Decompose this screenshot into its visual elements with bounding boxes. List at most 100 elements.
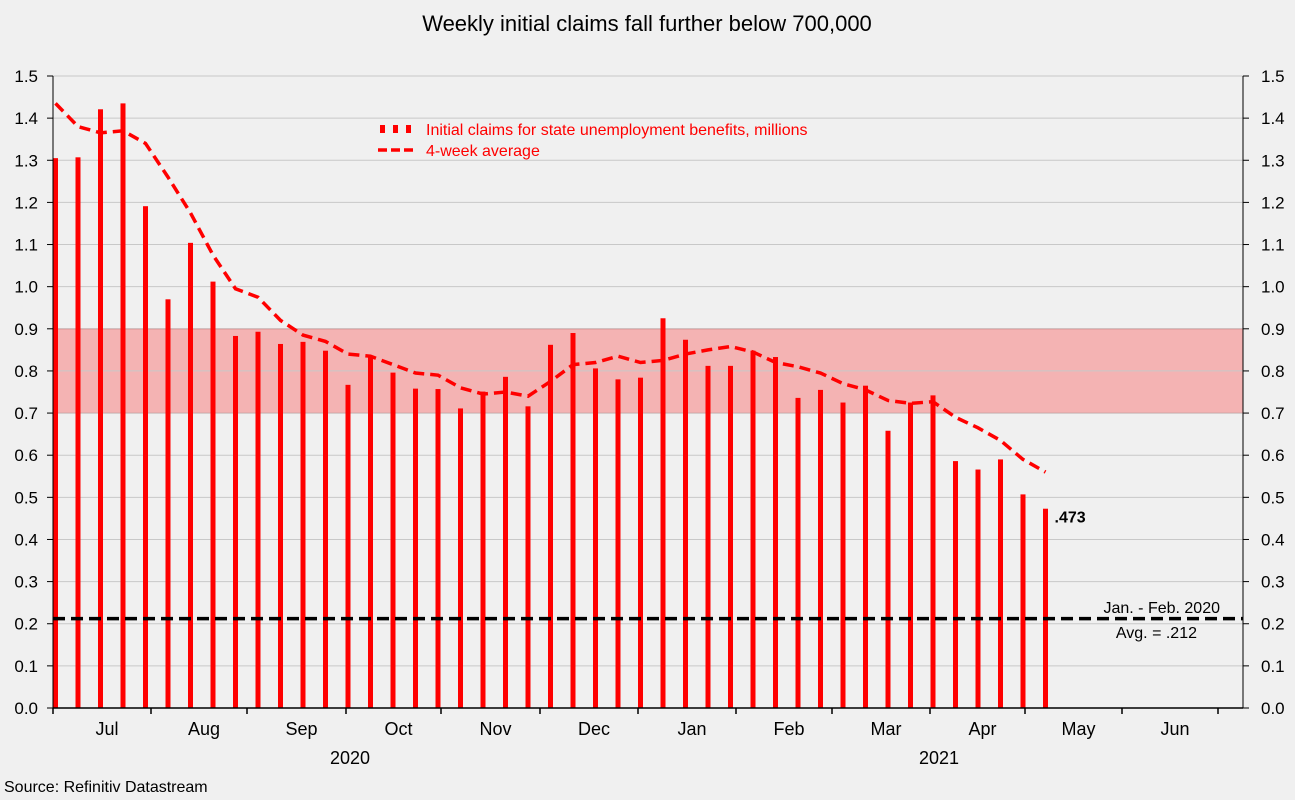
claims-bar <box>413 388 418 708</box>
claims-bar <box>795 397 801 708</box>
claims-bar <box>863 385 868 708</box>
claims-bar <box>885 430 891 708</box>
x-month-label: May <box>1061 719 1095 739</box>
year-label-2021: 2021 <box>919 748 959 768</box>
claims-bar <box>368 355 373 708</box>
gridlines <box>53 75 1243 667</box>
y-tick-label-left: 0.7 <box>14 404 38 423</box>
chart-title: Weekly initial claims fall further below… <box>422 11 872 36</box>
claims-bar <box>390 372 396 708</box>
claims-bar <box>840 402 846 708</box>
y-tick-label-left: 0.5 <box>14 488 38 507</box>
claims-bar <box>480 391 486 708</box>
y-tick-label-right: 1.2 <box>1261 193 1285 212</box>
claims-bar <box>1020 494 1026 708</box>
four-week-average-line <box>54 102 1047 474</box>
y-tick-label-right: 0.0 <box>1261 699 1285 718</box>
y-tick-label-right: 0.9 <box>1261 320 1285 339</box>
y-tick-label-left: 1.4 <box>14 109 38 128</box>
y-tick-labels: 0.0 0.0 0.1 0.1 0.2 0.2 0.3 0.3 0.4 0.4 0.5 0.5 0.6 0… <box>14 67 1284 718</box>
y-tick-label-right: 1.5 <box>1261 67 1285 86</box>
y-tick-label-right: 0.6 <box>1261 446 1285 465</box>
x-month-label: Jul <box>95 719 118 739</box>
claims-bar <box>683 339 688 708</box>
claims-bar <box>975 469 981 708</box>
claims-bar <box>750 350 756 708</box>
axes <box>47 75 1249 714</box>
claims-bar <box>615 379 621 708</box>
claims-bar <box>255 331 261 708</box>
x-month-label: Jun <box>1160 719 1189 739</box>
claims-bar <box>930 395 936 708</box>
x-month-label: Apr <box>968 719 996 739</box>
reference-label-period: Jan. - Feb. 2020 <box>1103 600 1220 617</box>
y-tick-label-left: 0.6 <box>14 446 38 465</box>
claims-bar <box>278 343 283 708</box>
claims-bar <box>908 402 913 708</box>
claims-bar <box>525 406 531 708</box>
y-tick-label-right: 0.4 <box>1261 530 1285 549</box>
y-tick-label-left: 0.3 <box>14 573 38 592</box>
y-tick-label-right: 1.1 <box>1261 236 1285 255</box>
claims-bar <box>75 157 81 709</box>
claims-bar <box>705 365 711 708</box>
claims-bar <box>953 461 958 708</box>
claims-bar <box>143 206 148 708</box>
claims-bar <box>638 377 643 708</box>
claims-bar <box>818 389 823 708</box>
x-month-label: Nov <box>479 719 511 739</box>
y-tick-label-left: 1.2 <box>14 193 38 212</box>
claims-bar <box>233 335 238 708</box>
claims-bar <box>548 344 553 708</box>
last-value-label: .473 <box>1055 510 1086 527</box>
y-tick-label-right: 1.0 <box>1261 278 1285 297</box>
claims-bar <box>120 103 126 709</box>
x-month-label: Jan <box>677 719 706 739</box>
claims-bar <box>165 299 171 708</box>
y-tick-label-right: 0.3 <box>1261 573 1285 592</box>
x-month-label: Mar <box>871 719 902 739</box>
x-month-label: Dec <box>578 719 610 739</box>
claims-bar <box>300 341 306 708</box>
y-tick-label-right: 0.7 <box>1261 404 1285 423</box>
claims-bar <box>998 459 1003 708</box>
x-month-label: Feb <box>773 719 804 739</box>
year-label-2020: 2020 <box>330 748 370 768</box>
y-tick-label-right: 0.5 <box>1261 488 1285 507</box>
y-tick-label-left: 1.1 <box>14 236 38 255</box>
y-tick-label-left: 0.0 <box>14 699 38 718</box>
y-tick-label-left: 0.9 <box>14 320 38 339</box>
claims-bar <box>503 376 508 708</box>
y-tick-label-right: 1.4 <box>1261 109 1285 128</box>
claims-bar <box>660 318 666 708</box>
claims-bar <box>435 389 441 708</box>
y-tick-label-left: 1.3 <box>14 151 38 170</box>
claims-bar <box>773 357 778 708</box>
source-note: Source: Refinitiv Datastream <box>4 779 208 796</box>
claims-bar <box>323 350 328 708</box>
claims-bars <box>53 103 1048 709</box>
claims-bar <box>210 281 216 708</box>
claims-bar <box>188 242 193 708</box>
x-month-label: Oct <box>384 719 412 739</box>
x-month-label: Sep <box>285 719 317 739</box>
y-tick-label-left: 0.1 <box>14 657 38 676</box>
x-month-label: Aug <box>188 719 220 739</box>
y-tick-label-right: 0.2 <box>1261 615 1285 634</box>
claims-bar <box>458 408 463 708</box>
y-tick-label-left: 1.0 <box>14 278 38 297</box>
x-month-labels: Jul Aug Sep Oct Nov Dec Jan Feb Mar Apr May Jun <box>95 719 1189 739</box>
y-tick-label-left: 0.4 <box>14 530 38 549</box>
legend: Initial claims for state unemployment be… <box>378 122 808 160</box>
y-tick-label-right: 1.3 <box>1261 151 1285 170</box>
legend-bars-label: Initial claims for state unemployment be… <box>426 122 808 139</box>
y-tick-label-right: 0.1 <box>1261 657 1285 676</box>
y-tick-label-left: 1.5 <box>14 67 38 86</box>
reference-label-average: Avg. = .212 <box>1116 625 1197 642</box>
legend-line-label: 4-week average <box>426 143 540 160</box>
y-tick-label-left: 0.8 <box>14 362 38 381</box>
claims-bar <box>728 365 733 708</box>
claims-bar <box>1043 508 1048 708</box>
y-tick-label-left: 0.2 <box>14 615 38 634</box>
